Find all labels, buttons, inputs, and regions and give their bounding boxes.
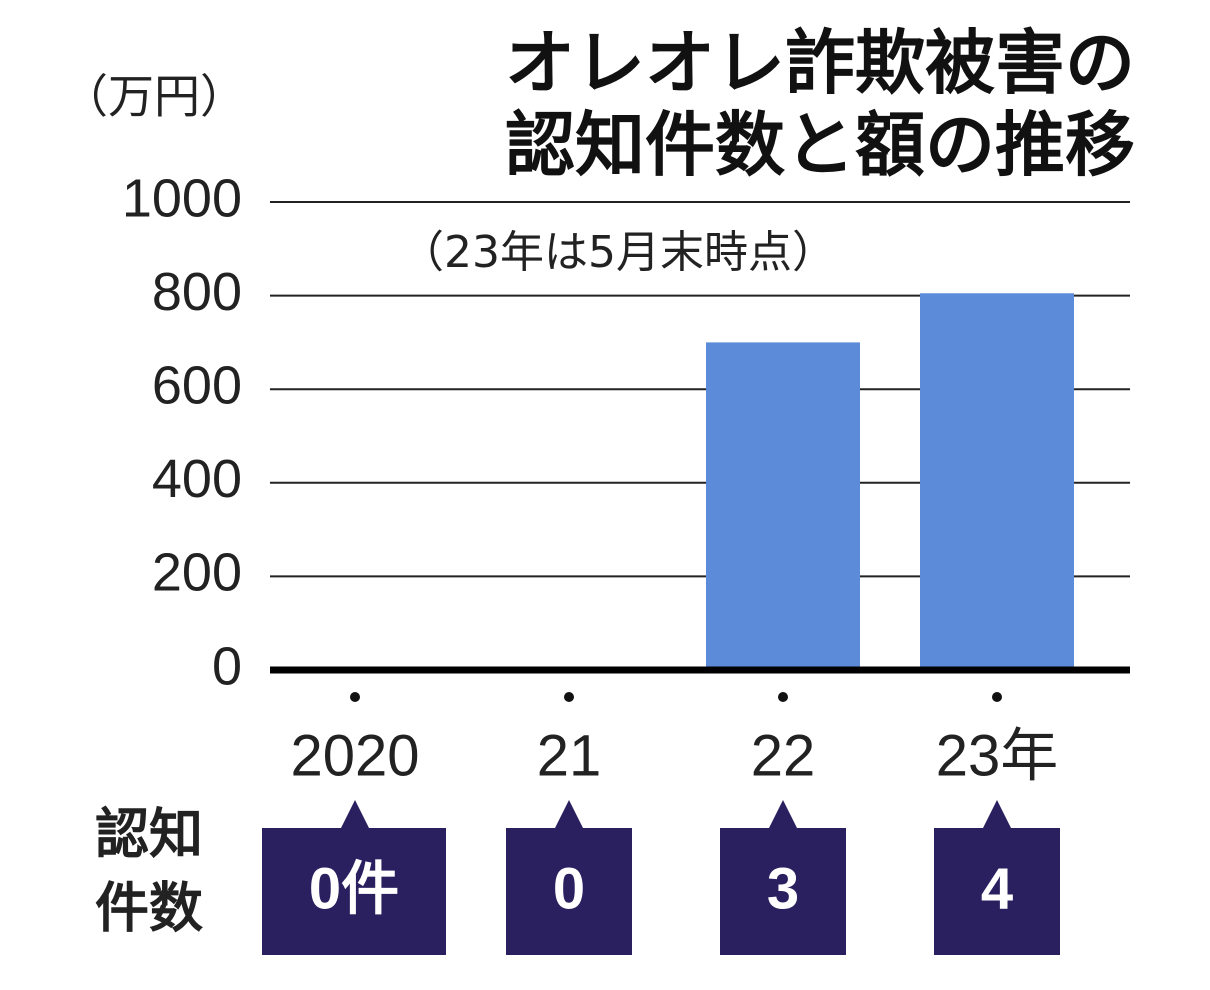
y-tick-label: 200	[152, 543, 242, 603]
y-axis-label: （万円）	[62, 70, 246, 124]
tick-dot	[992, 692, 1002, 702]
count-box	[720, 800, 846, 955]
count-value-label: 0件	[309, 856, 399, 921]
chart-title: オレオレ詐欺被害の	[505, 22, 1135, 104]
tick-dot	[778, 692, 788, 702]
x-tick-label: 22	[751, 723, 816, 788]
x-tick-label: 23年	[936, 723, 1059, 788]
count-box	[506, 800, 632, 955]
count-label: 件数	[95, 877, 203, 940]
y-tick-label: 1000	[122, 168, 242, 228]
count-box	[262, 800, 446, 955]
y-tick-label: 800	[152, 262, 242, 322]
x-tick-label: 2020	[290, 723, 419, 788]
count-value-label: 0	[553, 856, 585, 921]
count-box	[934, 800, 1060, 955]
y-tick-label: 600	[152, 355, 242, 415]
count-label: 認知	[95, 803, 203, 866]
bar	[920, 293, 1074, 670]
tick-dot	[350, 692, 360, 702]
chart-title: 認知件数と額の推移	[505, 104, 1135, 186]
tick-dot	[564, 692, 574, 702]
count-value-label: 3	[767, 856, 799, 921]
bar	[706, 342, 860, 670]
y-tick-label: 400	[152, 449, 242, 509]
y-tick-label: 0	[212, 636, 242, 696]
subtitle: （23年は5月末時点）	[400, 227, 836, 278]
x-tick-label: 21	[537, 723, 602, 788]
count-value-label: 4	[981, 856, 1013, 921]
